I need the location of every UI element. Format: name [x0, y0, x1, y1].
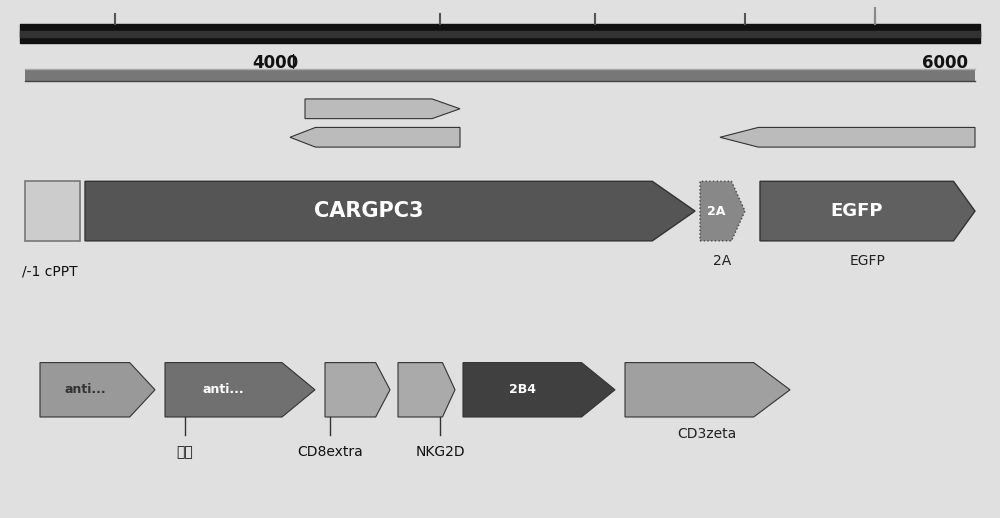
Text: |: | [290, 54, 295, 70]
Text: 6000: 6000 [922, 54, 968, 73]
Text: EGFP: EGFP [830, 202, 883, 220]
Polygon shape [398, 363, 455, 417]
Polygon shape [720, 127, 975, 147]
Polygon shape [625, 363, 790, 417]
Polygon shape [700, 181, 745, 241]
Text: NKG2D: NKG2D [415, 445, 465, 459]
Text: anti...: anti... [64, 383, 106, 396]
Text: CARGPC3: CARGPC3 [314, 201, 423, 221]
Text: 接头: 接头 [177, 445, 193, 459]
Polygon shape [325, 363, 390, 417]
Polygon shape [305, 99, 460, 119]
Text: EGFP: EGFP [850, 254, 885, 268]
Text: 2B4: 2B4 [509, 383, 536, 396]
Polygon shape [760, 181, 975, 241]
Text: 4000: 4000 [252, 54, 298, 73]
Polygon shape [165, 363, 315, 417]
Polygon shape [85, 181, 695, 241]
Text: /-1 cPPT: /-1 cPPT [22, 264, 78, 278]
Polygon shape [463, 363, 615, 417]
Bar [25, 181, 80, 241]
Polygon shape [290, 127, 460, 147]
Text: CD3zeta: CD3zeta [677, 427, 737, 441]
Text: anti...: anti... [203, 383, 244, 396]
Bar [25, 69, 975, 81]
Text: 2A: 2A [707, 205, 725, 218]
Text: CD8extra: CD8extra [297, 445, 363, 459]
Polygon shape [40, 363, 155, 417]
Text: 2A: 2A [713, 254, 732, 268]
